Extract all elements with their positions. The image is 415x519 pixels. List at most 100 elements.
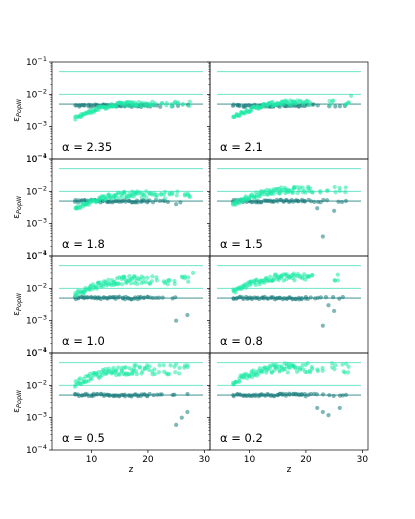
scatter-point-dark	[82, 296, 87, 301]
x-tick-label: 20	[142, 455, 154, 465]
scatter-point-dark	[107, 295, 112, 300]
scatter-point-bright	[145, 275, 150, 280]
scatter-point-bright	[328, 102, 333, 107]
scatter-point-bright	[168, 363, 173, 368]
scatter-point-dark	[314, 392, 319, 397]
scatter-point-dark	[255, 295, 260, 300]
scatter-point-bright	[267, 365, 273, 370]
scatter-point-bright	[106, 369, 111, 374]
panel-annotation: α = 2.1	[220, 140, 263, 154]
scatter-point-bright	[233, 379, 238, 384]
scatter-point-bright	[96, 198, 102, 204]
y-axis-label: εPopIII	[12, 390, 23, 413]
scatter-point-outlier	[185, 312, 190, 318]
scatter-point-bright	[165, 282, 170, 287]
scatter-point-bright	[144, 280, 149, 285]
panel-8: α = 0.2 10 20 30 z	[207, 352, 369, 475]
scatter-point-bright	[243, 285, 249, 290]
y-tick-label: 10−4	[26, 443, 47, 456]
scatter-point-dark	[340, 393, 345, 398]
scatter-point-bright	[93, 108, 98, 113]
scatter-point-dark	[138, 296, 143, 301]
scatter-point-bright	[144, 101, 149, 106]
scatter-point-bright	[161, 363, 166, 368]
scatter-point-bright	[286, 187, 292, 193]
scatter-point-dark	[337, 296, 342, 301]
scatter-point-dark	[318, 295, 323, 300]
scatter-point-dark	[331, 393, 336, 399]
scatter-point-outlier	[179, 415, 184, 420]
scatter-point-dark	[134, 198, 140, 203]
scatter-point-bright	[153, 101, 158, 106]
scatter-point-bright	[149, 191, 154, 196]
scatter-point-dark	[278, 197, 283, 203]
scatter-point-bright	[333, 363, 338, 368]
panel-annotation: α = 1.5	[220, 237, 263, 251]
scatter-point-dark	[82, 103, 87, 108]
scatter-point-bright	[305, 361, 310, 366]
scatter-point-dark	[271, 199, 276, 204]
y-tick-label: 10−3	[26, 120, 47, 133]
scatter-point-bright	[170, 192, 175, 197]
scatter-point-dark	[125, 296, 131, 301]
scatter-point-bright	[154, 275, 159, 280]
scatter-point-dark	[250, 199, 255, 204]
scatter-point-bright	[119, 282, 125, 287]
scatter-point-bright	[315, 367, 320, 372]
scatter-point-bright	[120, 194, 125, 199]
scatter-point-bright	[332, 184, 337, 190]
scatter-point-bright	[123, 365, 128, 370]
scatter-point-bright	[175, 101, 180, 106]
scatter-point-bright	[310, 273, 315, 278]
scatter-point-outlier	[326, 413, 331, 418]
y-axis-label: εPopIII	[12, 99, 23, 122]
x-tick-label: 30	[199, 455, 211, 465]
y-tick-label: 10−4	[26, 346, 47, 359]
scatter-point-bright	[129, 281, 134, 286]
panel-frame	[209, 352, 369, 451]
scatter-point-bright	[150, 274, 155, 279]
scatter-point-outlier	[174, 318, 179, 323]
scatter-point-bright	[159, 101, 165, 106]
scatter-point-dark	[340, 294, 345, 300]
scatter-point-dark	[172, 392, 177, 397]
scatter-point-bright	[291, 363, 296, 368]
scatter-point-bright	[279, 275, 284, 280]
scatter-point-dark	[339, 199, 345, 205]
scatter-point-bright	[267, 274, 273, 279]
scatter-point-bright	[157, 363, 162, 368]
scatter-point-bright	[122, 274, 127, 279]
scatter-point-bright	[152, 371, 158, 377]
scatter-point-bright	[174, 193, 179, 198]
scatter-point-bright	[133, 363, 139, 368]
scatter-point-bright	[346, 364, 351, 369]
scatter-point-dark	[85, 295, 90, 300]
scatter-point-bright	[187, 103, 192, 109]
scatter-point-dark	[147, 391, 152, 397]
scatter-point-bright	[144, 195, 149, 200]
scatter-point-bright	[290, 190, 295, 196]
scatter-point-bright	[287, 365, 292, 370]
scatter-point-dark	[258, 200, 264, 205]
y-tick-label: 10−4	[26, 152, 47, 165]
scatter-point-dark	[173, 295, 178, 300]
scatter-point-bright	[177, 371, 182, 376]
scatter-point-bright	[187, 194, 192, 200]
scatter-point-bright	[243, 194, 248, 199]
x-tick-label: 10	[244, 455, 256, 465]
scatter-point-bright	[261, 102, 266, 107]
scatter-point-dark	[309, 199, 314, 204]
scatter-point-bright	[329, 361, 335, 366]
scatter-point-outlier	[332, 208, 337, 213]
scatter-point-bright	[186, 279, 191, 284]
y-tick-label: 10−1	[26, 346, 47, 359]
scatter-point-bright	[108, 195, 113, 201]
scatter-point-dark	[231, 102, 236, 107]
scatter-point-dark	[94, 392, 99, 397]
scatter-point-dark	[157, 198, 162, 203]
scatter-point-bright	[116, 282, 121, 287]
scatter-point-dark	[262, 393, 267, 398]
x-axis-label: z	[287, 465, 292, 475]
scatter-point-dark	[343, 198, 349, 204]
y-tick-label: 10−2	[26, 184, 47, 197]
